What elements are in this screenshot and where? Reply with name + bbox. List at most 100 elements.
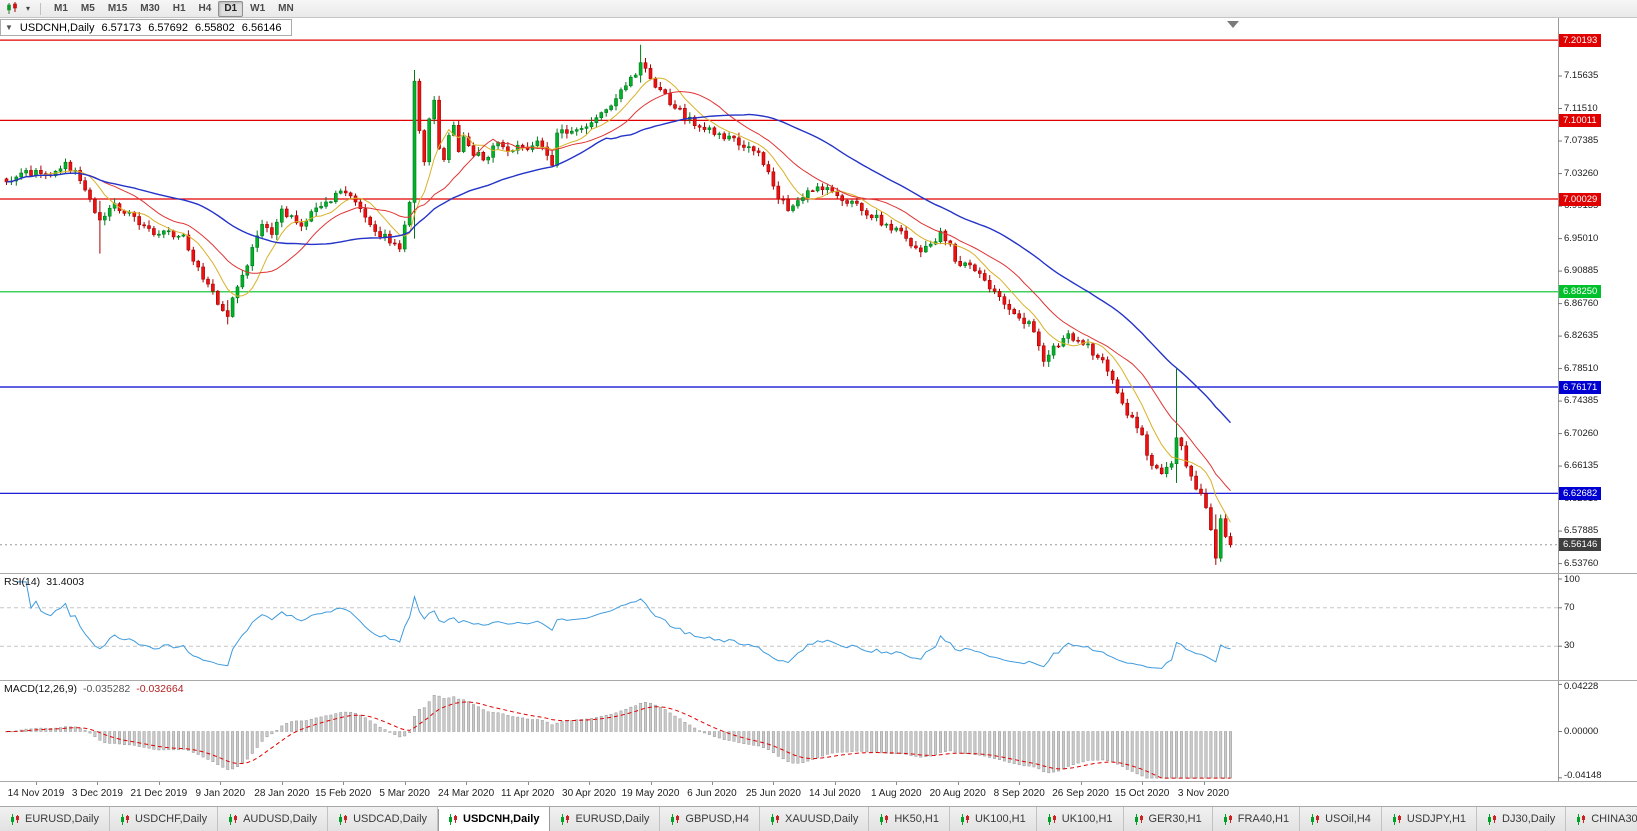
timeframe-button-M1[interactable]: M1 [54,2,68,14]
date-axis-label: 25 Jun 2020 [745,788,801,799]
chart-tab-USDCHF,Daily[interactable]: USDCHF,Daily [109,807,219,831]
date-tick [281,782,283,785]
collapse-ohlc-icon[interactable]: ▼ [5,23,13,32]
price-level-badge: 6.88250 [1559,285,1602,299]
timeframe-button-M15[interactable]: M15 [107,2,128,14]
date-tick [1019,782,1021,785]
timeframe-button-W1[interactable]: W1 [250,2,266,14]
chart-tab-UK100,H1[interactable]: UK100,H1 [1036,807,1124,831]
tab-label: USDJPY,H1 [1406,813,1467,825]
date-tick [97,782,99,785]
chart-tab-USDJPY,H1[interactable]: USDJPY,H1 [1381,807,1478,831]
chart-tab-CHINA300,H1[interactable]: CHINA300,H1 [1566,807,1637,831]
date-tick [404,782,406,785]
tab-label: AUDUSD,Daily [243,813,318,825]
date-tick [466,782,468,785]
tab-chart-icon [671,813,680,825]
macd-indicator-panel: MACD(12,26,9) -0.035282 -0.032664 0.0422… [0,681,1637,781]
chart-tab-AUDUSD,Daily[interactable]: AUDUSD,Daily [218,807,329,831]
tab-label: USOil,H4 [1325,813,1371,825]
date-axis-label: 14 Jul 2020 [808,788,861,799]
price-level-badge: 7.10011 [1559,113,1601,127]
date-tick [1080,782,1082,785]
chart-tab-USDCNH,Daily[interactable]: USDCNH,Daily [438,807,551,831]
price-level-badge: 7.20193 [1559,33,1602,47]
timeframe-button-D1[interactable]: D1 [218,0,244,17]
chart-type-button[interactable] [4,1,21,16]
tab-chart-icon [11,813,19,825]
price-axis-label: 6.70260 [1564,427,1599,439]
chart-tab-USOil,H4[interactable]: USOil,H4 [1300,807,1382,831]
price-axis-label: 6.99135 [1564,200,1599,212]
tab-chart-icon [960,813,969,825]
timeframe-button-M5[interactable]: M5 [80,2,95,14]
date-tick [834,782,836,785]
date-axis-label: 15 Feb 2020 [315,788,372,799]
main-chart-panel: ▼ USDCNH,Daily 6.57173 6.57692 6.55802 6… [0,18,1637,573]
ohlc-info-box: ▼ USDCNH,Daily 6.57173 6.57692 6.55802 6… [0,19,292,36]
panel-separator[interactable] [0,781,1637,782]
date-tick [1142,782,1144,785]
price-axis-label: 6.82635 [1564,330,1599,342]
tab-label: XAUUSD,Daily [784,813,859,825]
moving-average-line-40 [6,113,1232,424]
chart-tab-GER30,H1[interactable]: GER30,H1 [1123,807,1213,831]
chart-shift-marker-icon[interactable] [1227,21,1239,28]
tab-chart-icon [1488,813,1497,825]
tab-label: DJ30,Daily [1502,813,1556,825]
macd-canvas[interactable] [0,681,1637,781]
macd-axis-label: 0.00000 [1564,725,1599,737]
date-axis-label: 11 Apr 2020 [500,788,555,799]
tab-label: USDCHF,Daily [134,813,208,825]
tab-label: USDCNH,Daily [463,813,540,825]
price-axis-label: 7.03260 [1564,167,1599,179]
timeframe-button-H1[interactable]: H1 [172,2,186,14]
rsi-canvas[interactable] [0,574,1637,680]
chart-tab-XAUUSD,Daily[interactable]: XAUUSD,Daily [759,807,870,831]
tab-chart-icon [229,813,238,825]
bar-low-value: 6.55802 [195,21,235,34]
date-axis-label: 3 Nov 2020 [1177,788,1230,799]
tab-label: GER30,H1 [1148,813,1202,825]
chart-tab-DJ30,Daily[interactable]: DJ30,Daily [1477,807,1567,831]
date-tick [158,782,160,785]
chart-tab-HK50,H1[interactable]: HK50,H1 [869,807,950,831]
chart-tab-GBPUSD,H4[interactable]: GBPUSD,H4 [660,807,760,831]
main-chart-canvas[interactable] [0,18,1637,573]
date-axis-label: 19 May 2020 [621,788,680,799]
rsi-axis-label: 100 [1564,574,1580,585]
timeframe-button-H4[interactable]: H4 [198,2,212,14]
chart-tab-FRA40,H1[interactable]: FRA40,H1 [1212,807,1301,831]
price-axis-label: 6.53760 [1564,557,1599,569]
tab-label: CHINA300,H1 [1591,813,1637,825]
tab-label: FRA40,H1 [1237,813,1290,825]
panel-separator[interactable] [0,573,1637,574]
bar-close-value: 6.56146 [241,21,282,34]
price-axis-label: 7.07385 [1564,135,1599,146]
date-tick [343,782,345,785]
chart-tab-UK100,H1[interactable]: UK100,H1 [949,807,1037,831]
rsi-line [16,581,1231,669]
price-axis-label: 6.95010 [1564,232,1599,244]
bar-high-value: 6.57692 [148,21,189,34]
chart-tab-EURUSD,Daily[interactable]: EURUSD,Daily [0,807,110,831]
panel-separator[interactable] [0,680,1637,681]
chart-tab-USDCAD,Daily[interactable]: USDCAD,Daily [328,807,439,831]
tab-chart-icon [1311,813,1320,825]
date-axis-label: 26 Sep 2020 [1052,788,1109,799]
date-axis-label: 3 Dec 2019 [71,788,123,799]
timeframe-buttons-group: M1 M5 M15 M30 H1 H4 D1 W1 MN [48,0,300,17]
timeframe-button-M30[interactable]: M30 [140,2,160,14]
date-tick [220,782,222,785]
date-axis-label: 24 Mar 2020 [438,788,495,799]
date-axis-label: 9 Jan 2020 [195,788,246,799]
timeframe-button-MN[interactable]: MN [278,2,294,14]
tab-chart-icon [1134,813,1143,825]
chart-dropdown-icon[interactable]: ▾ [26,4,31,13]
date-axis-label: 20 Aug 2020 [929,788,986,799]
date-axis[interactable]: 14 Nov 2019 3 Dec 2019 21 Dec 2019 9 Jan 20… [0,782,1637,806]
tab-chart-icon [1047,813,1056,825]
chart-tab-EURUSD,Daily[interactable]: EURUSD,Daily [550,807,661,831]
price-axis-label: 7.11510 [1564,102,1598,114]
